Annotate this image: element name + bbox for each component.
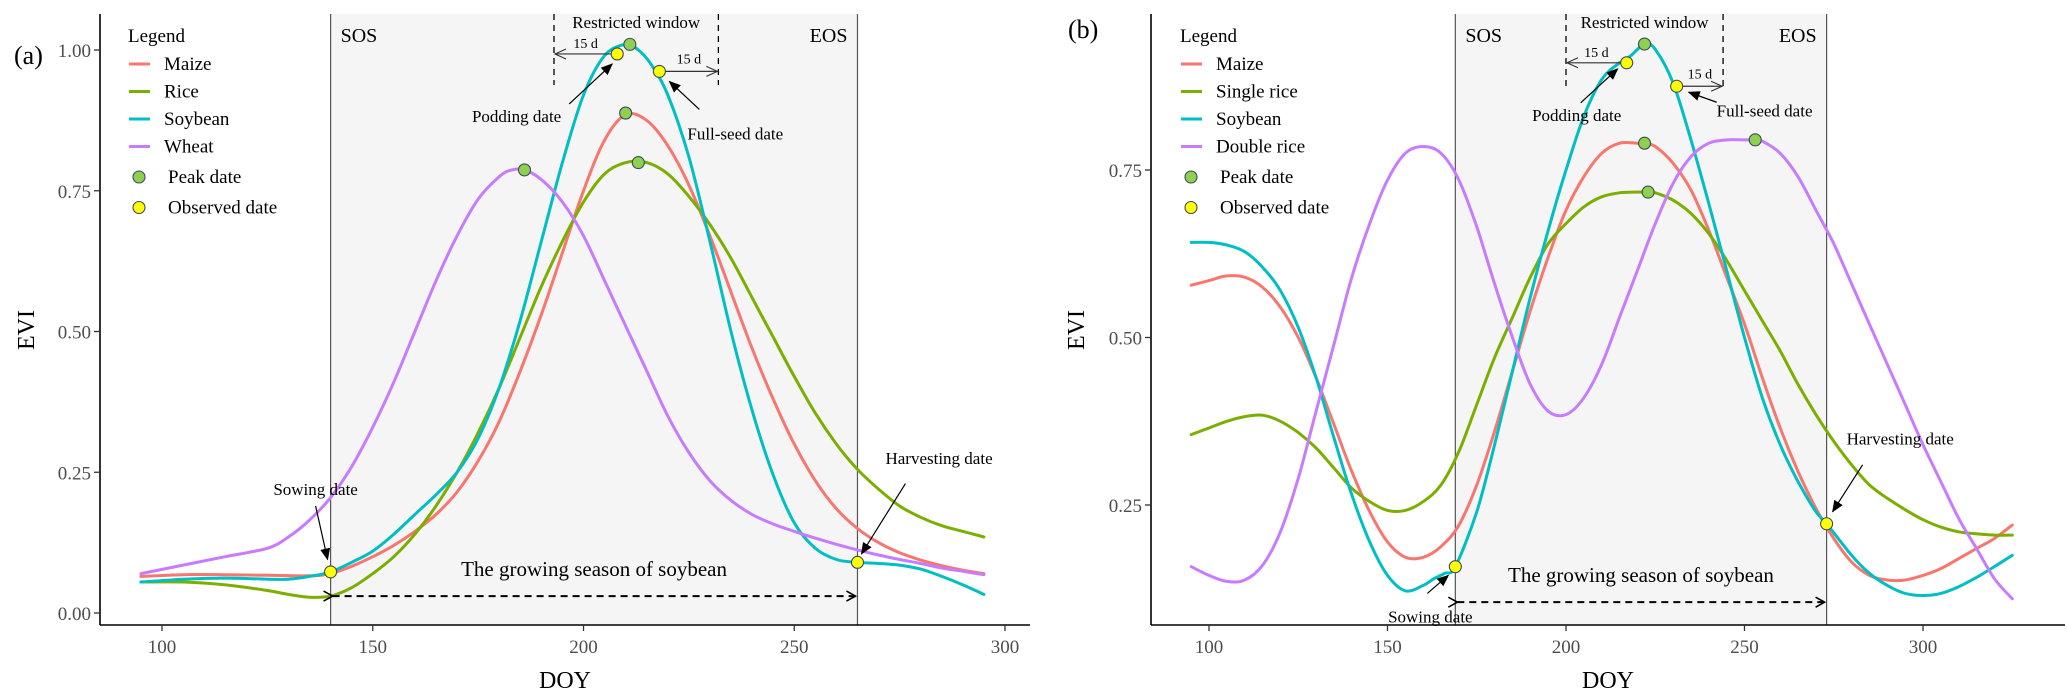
legend-entry-label: Observed date	[1220, 198, 1329, 219]
x-tick-label: 250	[780, 637, 809, 658]
annotation-arrow	[1687, 91, 1717, 103]
x-tick-label: 150	[1373, 637, 1402, 658]
restricted-window-label: Restricted window	[1581, 13, 1710, 32]
annotation-arrow	[315, 505, 331, 561]
y-tick-label: 0.75	[58, 182, 91, 203]
legend-entry-label: Rice	[164, 82, 199, 103]
observed-point	[1820, 517, 1834, 531]
series-line-double-rice	[1189, 138, 2014, 601]
legend-entry-label: Soybean	[164, 109, 230, 130]
left-15d-label: 15 d	[573, 37, 598, 52]
right-15d-label: 15 d	[677, 52, 702, 67]
panel-b: SOS EOS Restricted window 100 150 200 250 300 0.…	[1064, 13, 2065, 694]
peak-point	[1748, 133, 1762, 147]
observed-point	[850, 555, 865, 569]
legend-key-point	[1184, 170, 1198, 184]
legend-entry-label: Single rice	[1216, 82, 1298, 103]
legend-entry-label: Maize	[164, 54, 211, 75]
left-15d-label: 15 d	[1584, 46, 1609, 61]
observed-point	[652, 64, 666, 78]
legend-entry-label: Peak date	[1220, 167, 1293, 188]
x-tick-label: 300	[1909, 637, 1938, 658]
peak-point	[619, 106, 633, 120]
annotation-harvesting-date: Harvesting date	[1847, 430, 1954, 449]
y-tick-label: 1.00	[58, 41, 91, 62]
x-tick-label: 200	[569, 637, 598, 658]
peak-point	[623, 37, 637, 51]
panel-a: SOS EOS Restricted window 100 150 200 250 300 0.…	[14, 13, 1030, 694]
peak-point	[517, 163, 532, 177]
legend-entry-label: Double rice	[1216, 137, 1305, 158]
y-tick-label: 0.25	[58, 463, 91, 484]
peak-point	[1637, 37, 1652, 51]
series-line-soybean	[1189, 41, 2014, 597]
legend-entry-label: Wheat	[164, 137, 214, 158]
growing-season-shade	[1455, 14, 1827, 625]
series-line-wheat	[139, 167, 986, 577]
legend-entry-label: Peak date	[168, 167, 241, 188]
annotation-harvesting-date: Harvesting date	[885, 449, 992, 468]
x-tick-label: 200	[1552, 637, 1581, 658]
panel-label: (b)	[1068, 15, 1098, 44]
legend-title: Legend	[1180, 26, 1237, 47]
observed-point	[1620, 56, 1634, 70]
legend: Legend Maize Single rice Soybean Double rice…	[1180, 26, 1329, 219]
series-line-soybean	[139, 42, 986, 596]
x-tick-label: 100	[1195, 637, 1224, 658]
peak-point	[1641, 185, 1655, 199]
annotation-sowing-date: Sowing date	[1388, 607, 1473, 626]
series-line-maize	[139, 112, 986, 578]
y-tick-label: 0.75	[1109, 161, 1142, 182]
observed-point	[324, 565, 338, 579]
sos-label: SOS	[341, 25, 378, 47]
growing-season-label: The growing season of soybean	[1508, 563, 1774, 587]
x-axis-title: DOY	[539, 668, 591, 694]
x-tick-label: 100	[148, 637, 177, 658]
x-axis-title: DOY	[1582, 668, 1634, 694]
annotation-arrow	[860, 483, 906, 555]
annotation-arrow	[1426, 574, 1450, 594]
legend-entry-label: Observed date	[168, 198, 277, 219]
legend-entry-label: Soybean	[1216, 109, 1282, 130]
annotation-arrow	[568, 63, 613, 105]
legend-title: Legend	[128, 26, 185, 47]
annotation-full-seed-date: Full-seed date	[687, 124, 783, 143]
legend-key-point	[1184, 200, 1198, 215]
annotation-arrow	[1580, 68, 1619, 104]
observed-point	[610, 47, 624, 61]
growing-season-label: The growing season of soybean	[461, 557, 727, 581]
y-tick-label: 0.50	[58, 323, 91, 344]
panel-label: (a)	[14, 41, 43, 70]
annotation-podding-date: Podding date	[472, 107, 561, 126]
peak-point	[631, 156, 645, 170]
annotation-arrow	[1832, 464, 1864, 513]
annotation-sowing-date: Sowing date	[273, 480, 358, 499]
x-tick-label: 150	[359, 637, 388, 658]
y-axis-title: EVI	[1064, 310, 1090, 350]
annotation-podding-date: Podding date	[1532, 106, 1621, 125]
right-15d-label: 15 d	[1688, 67, 1713, 82]
y-axis-title: EVI	[14, 310, 40, 350]
legend-key-point	[132, 170, 146, 184]
y-tick-label: 0.25	[1109, 496, 1142, 517]
y-tick-label: 0.50	[1109, 329, 1142, 350]
legend-entry-label: Maize	[1216, 54, 1263, 75]
legend: Legend Maize Rice Soybean Wheat Peak date Obse…	[128, 26, 277, 219]
annotation-full-seed-date: Full-seed date	[1717, 101, 1813, 120]
series-line-single-rice	[1189, 190, 2014, 537]
eos-label: EOS	[810, 25, 848, 47]
sos-label: SOS	[1465, 25, 1502, 47]
y-tick-label: 0.00	[58, 604, 91, 625]
eos-label: EOS	[1779, 25, 1817, 47]
observed-point	[1670, 79, 1684, 93]
legend-key-point	[132, 200, 146, 215]
x-tick-label: 250	[1730, 637, 1759, 658]
peak-point	[1637, 136, 1652, 150]
annotation-arrow	[668, 80, 700, 110]
observed-point	[1448, 560, 1462, 574]
x-tick-label: 300	[991, 637, 1020, 658]
restricted-window-label: Restricted window	[572, 13, 701, 32]
